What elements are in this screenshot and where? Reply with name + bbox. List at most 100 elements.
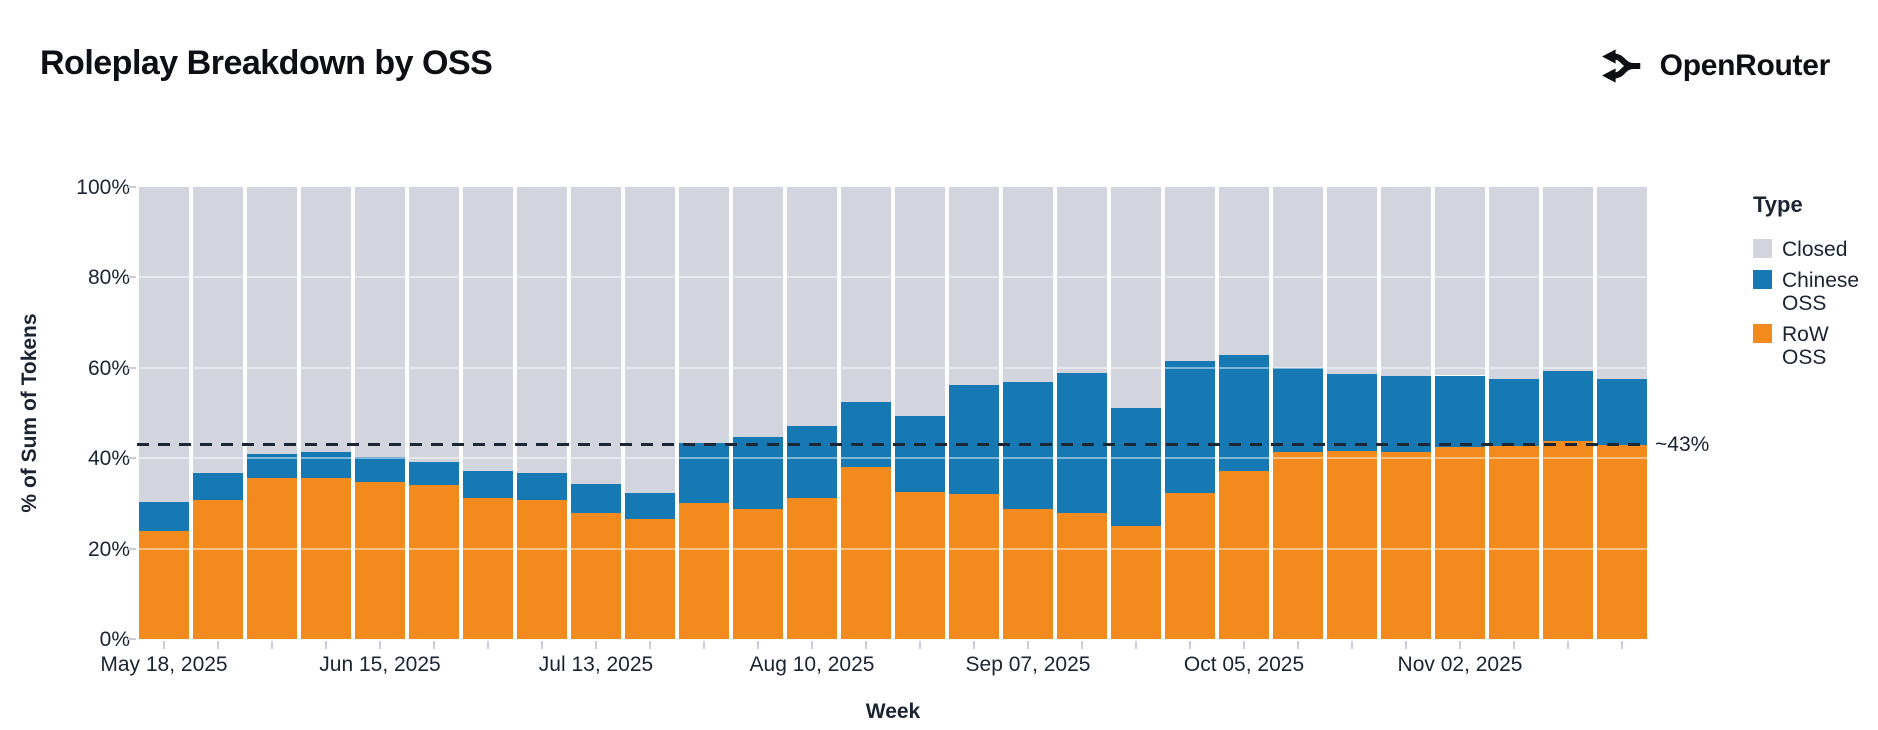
segment-chinese-oss[interactable] — [463, 471, 513, 498]
segment-closed[interactable] — [1327, 187, 1377, 374]
segment-closed[interactable] — [463, 187, 513, 472]
segment-chinese-oss[interactable] — [1219, 354, 1269, 472]
bar-jun-15-2025[interactable] — [355, 187, 405, 639]
bar-jun-29-2025[interactable] — [463, 187, 513, 639]
bar-sep-14-2025[interactable] — [1057, 187, 1107, 639]
segment-chinese-oss[interactable] — [247, 453, 297, 478]
bar-oct-12-2025[interactable] — [1273, 187, 1323, 639]
bar-sep-07-2025[interactable] — [1003, 187, 1053, 639]
segment-closed[interactable] — [895, 187, 945, 416]
segment-chinese-oss[interactable] — [139, 502, 189, 531]
segment-chinese-oss[interactable] — [1165, 360, 1215, 494]
brand-header[interactable]: OpenRouter — [1598, 44, 1830, 88]
segment-closed[interactable] — [1165, 187, 1215, 361]
segment-chinese-oss[interactable] — [571, 483, 621, 514]
bar-jul-27-2025[interactable] — [679, 187, 729, 639]
segment-chinese-oss[interactable] — [1111, 408, 1161, 526]
segment-closed[interactable] — [949, 187, 999, 386]
segment-chinese-oss[interactable] — [1381, 376, 1431, 453]
segment-chinese-oss[interactable] — [1327, 373, 1377, 451]
segment-row-oss[interactable] — [301, 477, 351, 639]
segment-closed[interactable] — [139, 187, 189, 503]
segment-chinese-oss[interactable] — [679, 443, 729, 503]
bar-oct-26-2025[interactable] — [1381, 187, 1431, 639]
segment-closed[interactable] — [247, 187, 297, 454]
segment-closed[interactable] — [517, 187, 567, 474]
segment-chinese-oss[interactable] — [409, 462, 459, 485]
segment-row-oss[interactable] — [1435, 447, 1485, 639]
segment-closed[interactable] — [355, 187, 405, 458]
bar-aug-03-2025[interactable] — [733, 187, 783, 639]
bar-nov-23-2025[interactable] — [1597, 187, 1647, 639]
segment-row-oss[interactable] — [733, 509, 783, 639]
segment-closed[interactable] — [193, 187, 243, 473]
segment-closed[interactable] — [1597, 187, 1647, 379]
segment-row-oss[interactable] — [1543, 441, 1593, 639]
segment-chinese-oss[interactable] — [895, 415, 945, 492]
segment-row-oss[interactable] — [517, 499, 567, 639]
segment-row-oss[interactable] — [1057, 513, 1107, 639]
bar-jun-22-2025[interactable] — [409, 187, 459, 639]
segment-closed[interactable] — [787, 187, 837, 426]
segment-row-oss[interactable] — [193, 499, 243, 639]
segment-closed[interactable] — [571, 187, 621, 484]
bar-nov-02-2025[interactable] — [1435, 187, 1485, 639]
segment-closed[interactable] — [1003, 187, 1053, 382]
segment-closed[interactable] — [625, 187, 675, 494]
segment-closed[interactable] — [1273, 187, 1323, 368]
segment-chinese-oss[interactable] — [301, 452, 351, 478]
segment-chinese-oss[interactable] — [733, 437, 783, 510]
segment-chinese-oss[interactable] — [1435, 375, 1485, 448]
bar-sep-21-2025[interactable] — [1111, 187, 1161, 639]
segment-row-oss[interactable] — [1165, 493, 1215, 639]
segment-chinese-oss[interactable] — [1489, 378, 1539, 446]
segment-row-oss[interactable] — [841, 467, 891, 639]
bar-jul-20-2025[interactable] — [625, 187, 675, 639]
segment-chinese-oss[interactable] — [841, 401, 891, 468]
segment-row-oss[interactable] — [463, 497, 513, 639]
segment-closed[interactable] — [733, 187, 783, 438]
segment-row-oss[interactable] — [625, 519, 675, 639]
segment-row-oss[interactable] — [1273, 452, 1323, 639]
segment-closed[interactable] — [1489, 187, 1539, 379]
bar-oct-05-2025[interactable] — [1219, 187, 1269, 639]
bar-aug-17-2025[interactable] — [841, 187, 891, 639]
segment-chinese-oss[interactable] — [193, 472, 243, 500]
bar-nov-09-2025[interactable] — [1489, 187, 1539, 639]
segment-row-oss[interactable] — [571, 513, 621, 639]
segment-row-oss[interactable] — [139, 530, 189, 639]
segment-row-oss[interactable] — [409, 484, 459, 639]
bar-jul-06-2025[interactable] — [517, 187, 567, 639]
legend-item-row-oss[interactable]: RoW OSS — [1753, 323, 1873, 369]
segment-chinese-oss[interactable] — [1543, 371, 1593, 442]
bar-may-18-2025[interactable] — [139, 187, 189, 639]
segment-closed[interactable] — [1543, 187, 1593, 372]
segment-closed[interactable] — [409, 187, 459, 463]
segment-chinese-oss[interactable] — [517, 473, 567, 500]
segment-chinese-oss[interactable] — [355, 457, 405, 482]
bar-jun-08-2025[interactable] — [301, 187, 351, 639]
legend-item-closed[interactable]: Closed — [1753, 238, 1873, 261]
segment-row-oss[interactable] — [1381, 452, 1431, 639]
segment-row-oss[interactable] — [247, 477, 297, 639]
segment-row-oss[interactable] — [949, 494, 999, 639]
segment-chinese-oss[interactable] — [625, 493, 675, 520]
bar-sep-28-2025[interactable] — [1165, 187, 1215, 639]
segment-row-oss[interactable] — [1597, 444, 1647, 639]
segment-closed[interactable] — [679, 187, 729, 444]
segment-row-oss[interactable] — [1111, 525, 1161, 639]
segment-chinese-oss[interactable] — [949, 385, 999, 495]
bar-oct-19-2025[interactable] — [1327, 187, 1377, 639]
segment-closed[interactable] — [1381, 187, 1431, 377]
segment-closed[interactable] — [1435, 187, 1485, 376]
segment-closed[interactable] — [841, 187, 891, 402]
segment-closed[interactable] — [301, 187, 351, 453]
segment-row-oss[interactable] — [1003, 508, 1053, 639]
segment-closed[interactable] — [1219, 187, 1269, 355]
bar-nov-16-2025[interactable] — [1543, 187, 1593, 639]
segment-chinese-oss[interactable] — [1273, 367, 1323, 453]
segment-row-oss[interactable] — [787, 497, 837, 639]
segment-closed[interactable] — [1057, 187, 1107, 374]
bar-aug-31-2025[interactable] — [949, 187, 999, 639]
segment-row-oss[interactable] — [355, 481, 405, 639]
